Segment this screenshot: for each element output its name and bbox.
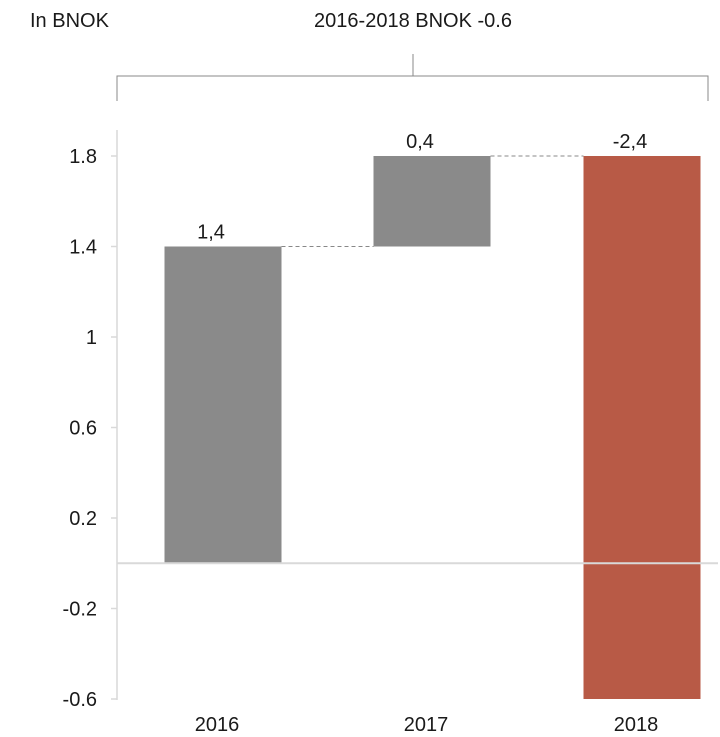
bar-2016 bbox=[164, 246, 282, 564]
y-tick-label: 1.8 bbox=[69, 146, 97, 168]
y-tick-label: -0.2 bbox=[63, 599, 97, 621]
unit-label: In BNOK bbox=[30, 10, 109, 32]
x-tick-label-2016: 2016 bbox=[195, 714, 240, 736]
data-label-2016: 1,4 bbox=[197, 222, 225, 244]
x-tick-label-2018: 2018 bbox=[614, 714, 659, 736]
y-tick-label: 1 bbox=[86, 327, 97, 349]
data-label-2018: -2,4 bbox=[613, 131, 647, 153]
data-label-2017: 0,4 bbox=[406, 131, 434, 153]
y-tick-label: 0.2 bbox=[69, 508, 97, 530]
y-tick-label: -0.6 bbox=[63, 689, 97, 711]
bars bbox=[117, 155, 718, 699]
y-tick-label: 1.4 bbox=[69, 237, 97, 259]
bracket-title: 2016-2018 BNOK -0.6 bbox=[314, 10, 512, 32]
bracket-line bbox=[116, 75, 709, 101]
x-tick-label-2017: 2017 bbox=[404, 714, 449, 736]
y-axis: 1.8 1.4 1 0.6 0.2 -0.2 -0.6 bbox=[63, 130, 118, 711]
bracket bbox=[116, 54, 709, 101]
y-tick-label: 0.6 bbox=[69, 418, 97, 440]
bar-2018 bbox=[583, 156, 701, 699]
bar-2017 bbox=[373, 156, 491, 247]
data-labels: 1,4 2016 0,4 2017 -2,4 2018 bbox=[195, 131, 659, 736]
